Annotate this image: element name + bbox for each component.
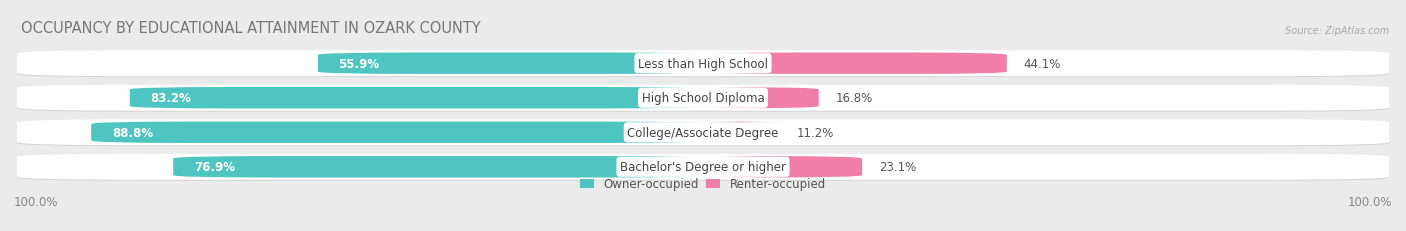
FancyBboxPatch shape — [703, 53, 1007, 75]
Text: 76.9%: 76.9% — [194, 161, 235, 173]
FancyBboxPatch shape — [17, 121, 1389, 147]
Text: 11.2%: 11.2% — [797, 126, 834, 139]
Text: College/Associate Degree: College/Associate Degree — [627, 126, 779, 139]
FancyBboxPatch shape — [173, 156, 703, 178]
Text: Source: ZipAtlas.com: Source: ZipAtlas.com — [1285, 26, 1389, 36]
Text: 23.1%: 23.1% — [879, 161, 915, 173]
Text: 55.9%: 55.9% — [339, 58, 380, 70]
FancyBboxPatch shape — [91, 122, 703, 143]
FancyBboxPatch shape — [17, 120, 1389, 146]
Text: 100.0%: 100.0% — [14, 195, 59, 208]
FancyBboxPatch shape — [703, 88, 818, 109]
Text: 88.8%: 88.8% — [112, 126, 153, 139]
Text: 44.1%: 44.1% — [1024, 58, 1060, 70]
Legend: Owner-occupied, Renter-occupied: Owner-occupied, Renter-occupied — [575, 173, 831, 195]
FancyBboxPatch shape — [17, 85, 1389, 111]
Text: Less than High School: Less than High School — [638, 58, 768, 70]
Text: OCCUPANCY BY EDUCATIONAL ATTAINMENT IN OZARK COUNTY: OCCUPANCY BY EDUCATIONAL ATTAINMENT IN O… — [21, 21, 481, 36]
FancyBboxPatch shape — [17, 155, 1389, 181]
FancyBboxPatch shape — [318, 53, 703, 75]
Text: 100.0%: 100.0% — [1347, 195, 1392, 208]
FancyBboxPatch shape — [17, 51, 1389, 77]
Text: Bachelor's Degree or higher: Bachelor's Degree or higher — [620, 161, 786, 173]
FancyBboxPatch shape — [683, 122, 800, 143]
FancyBboxPatch shape — [17, 52, 1389, 78]
FancyBboxPatch shape — [17, 86, 1389, 112]
Text: High School Diploma: High School Diploma — [641, 92, 765, 105]
FancyBboxPatch shape — [703, 156, 862, 178]
FancyBboxPatch shape — [129, 88, 703, 109]
Text: 16.8%: 16.8% — [835, 92, 873, 105]
FancyBboxPatch shape — [17, 154, 1389, 180]
Text: 83.2%: 83.2% — [150, 92, 191, 105]
